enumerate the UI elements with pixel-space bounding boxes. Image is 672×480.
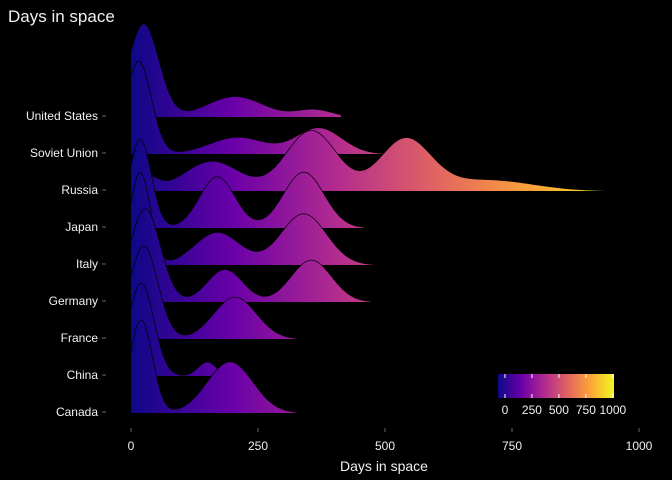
ridge-japan (131, 139, 365, 228)
ridge-outline-italy (130, 171, 375, 266)
ridge-outline-united-states (130, 23, 343, 118)
x-tick-label: 1000 (626, 439, 653, 453)
colorbar-legend: 0 250 500 750 1000 (498, 374, 627, 417)
ridge-china (131, 283, 218, 376)
colorbar-tick-label: 500 (549, 403, 569, 417)
y-tick-label: Germany (49, 294, 98, 308)
x-tick-label: 500 (375, 439, 395, 453)
y-tick-label: Canada (56, 405, 98, 419)
x-tick-label: 750 (502, 439, 522, 453)
ridge-outline-canada (130, 319, 297, 414)
y-tick-label: Soviet Union (30, 146, 98, 160)
ridge-germany (131, 209, 373, 302)
ridge-italy (131, 171, 375, 265)
x-tick-label: 250 (248, 439, 268, 453)
y-tick-label: Japan (65, 220, 98, 234)
y-tick-label: France (61, 331, 99, 345)
chart-title: Days in space (8, 7, 115, 26)
ridge-outline-soviet-union (130, 60, 434, 155)
x-tick-label: 0 (128, 439, 135, 453)
ridge-united-states (131, 23, 342, 117)
y-tick-label: Italy (76, 257, 98, 271)
ridge-outline-germany (130, 208, 373, 303)
colorbar-tick-label: 0 (502, 403, 509, 417)
ridge-layer (130, 23, 609, 414)
ridge-outline-japan (130, 139, 365, 229)
colorbar-tick-label: 250 (522, 403, 542, 417)
x-axis-label: Days in space (340, 458, 428, 474)
y-tick-label: Russia (61, 183, 98, 197)
colorbar-tick-label: 1000 (599, 403, 626, 417)
colorbar (498, 374, 614, 398)
ridge-russia (131, 130, 609, 191)
colorbar-tick-label: 750 (576, 403, 596, 417)
y-tick-label: United States (26, 109, 98, 123)
ridge-outline-china (130, 282, 218, 377)
ridge-canada (131, 319, 297, 413)
x-axis: 0 250 500 750 1000 (128, 428, 653, 453)
ridge-france (131, 246, 297, 339)
ridge-outline-russia (130, 130, 609, 192)
ridge-soviet-union (131, 60, 434, 154)
y-tick-label: China (67, 368, 99, 382)
y-axis: Canada China France Germany Italy Japan Russia… (26, 109, 106, 419)
ridge-outline-france (130, 245, 297, 340)
